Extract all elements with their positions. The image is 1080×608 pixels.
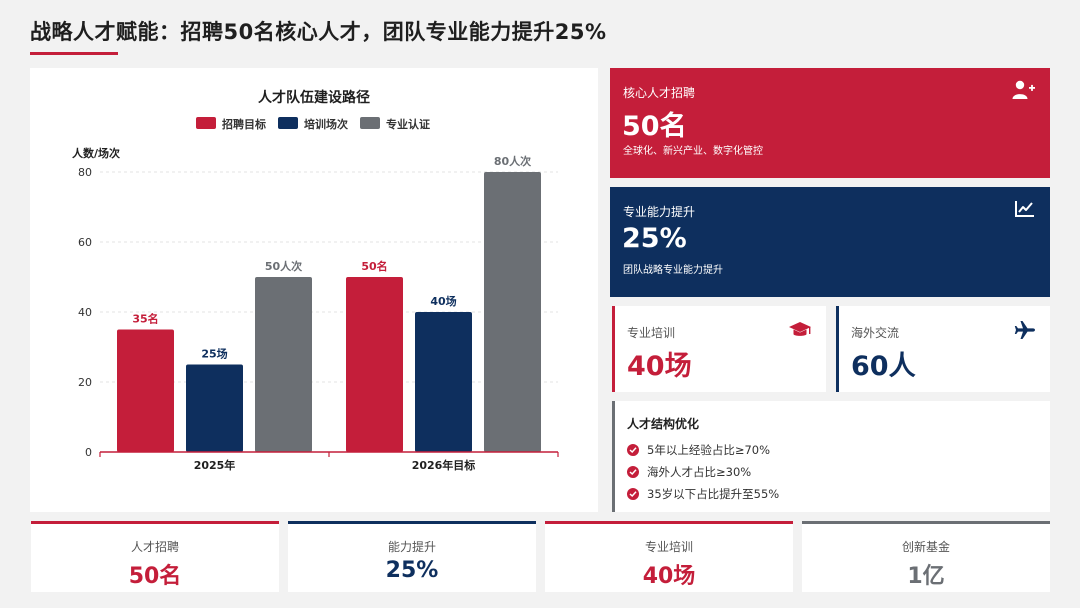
list-item: 海外人才占比≥30%	[627, 461, 779, 483]
bar-data-label: 50名	[361, 259, 387, 273]
bar	[117, 329, 174, 452]
card-training-label: 专业培训	[627, 326, 676, 340]
bottom-card-value: 40场	[642, 564, 696, 589]
page-title: 战略人才赋能：招聘50名核心人才，团队专业能力提升25%	[30, 20, 607, 44]
card-core-recruit-label: 核心人才招聘	[623, 86, 696, 100]
graduation-cap-icon	[788, 320, 812, 344]
bar-data-label: 35名	[132, 312, 158, 326]
structure-title: 人才结构优化	[627, 417, 700, 431]
add-user-icon	[1012, 80, 1036, 104]
bar	[255, 277, 312, 452]
structure-list: 5年以上经验占比≥70% 海外人才占比≥30% 35岁以下占比提升至55%	[627, 439, 779, 505]
list-item: 35岁以下占比提升至55%	[627, 483, 779, 505]
card-training: 专业培训 40场	[612, 306, 826, 392]
bottom-card-label: 人才招聘	[130, 540, 179, 554]
bottom-card-label: 能力提升	[387, 540, 436, 554]
card-core-recruit-value: 50名	[622, 111, 687, 142]
y-tick-label: 0	[85, 446, 92, 459]
card-overseas-value: 60人	[851, 351, 916, 382]
legend-label: 专业认证	[386, 117, 430, 131]
y-tick-label: 80	[78, 166, 92, 179]
card-training-value: 40场	[627, 351, 692, 382]
card-ability-desc: 团队战略专业能力提升	[623, 265, 723, 276]
y-tick-label: 40	[78, 306, 92, 319]
legend-label: 培训场次	[304, 117, 348, 131]
bottom-card-ability: 能力提升 25%	[288, 521, 536, 592]
list-item: 5年以上经验占比≥70%	[627, 439, 779, 461]
legend-swatch	[196, 117, 216, 129]
y-tick-label: 60	[78, 236, 92, 249]
card-structure: 人才结构优化 5年以上经验占比≥70% 海外人才占比≥30% 35岁以下占比提升…	[612, 401, 1050, 512]
card-ability-label: 专业能力提升	[623, 205, 696, 219]
chart-grid: 0 20 40 60 80	[78, 166, 558, 459]
check-circle-icon	[627, 488, 639, 500]
structure-item-text: 5年以上经验占比≥70%	[647, 443, 771, 457]
chart-title: 人才队伍建设路径	[258, 89, 370, 106]
card-ability-value: 25%	[622, 223, 687, 254]
bottom-card-value: 50名	[128, 564, 182, 589]
bottom-card-fund: 创新基金 1亿	[802, 521, 1050, 592]
chart-axes: 2025年 2026年目标	[99, 451, 559, 472]
y-axis-label: 人数/场次	[72, 146, 120, 160]
bar-data-label: 25场	[201, 347, 227, 361]
bar	[484, 172, 541, 452]
bottom-card-training: 专业培训 40场	[545, 521, 793, 592]
bar	[186, 364, 243, 452]
legend-swatch	[360, 117, 380, 129]
chart-legend: 招聘目标 培训场次 专业认证	[196, 117, 430, 131]
bottom-card-label: 专业培训	[644, 540, 693, 554]
check-circle-icon	[627, 466, 639, 478]
bar-data-label: 80人次	[494, 154, 531, 168]
title-underline	[30, 52, 118, 55]
chart-bars: 35名 25场 50人次 50名 40场 80人次	[117, 154, 541, 452]
bottom-card-label: 创新基金	[901, 540, 950, 554]
card-ability: 专业能力提升 25% 团队战略专业能力提升	[610, 187, 1050, 297]
bar	[415, 312, 472, 452]
airplane-icon	[1014, 320, 1036, 344]
chart-panel: 人才队伍建设路径 招聘目标 培训场次 专业认证 人数/场次 0 20 40 60 80 35…	[30, 68, 598, 512]
x-tick-label: 2026年目标	[412, 458, 476, 472]
structure-item-text: 35岁以下占比提升至55%	[647, 487, 780, 501]
bar-chart: 人才队伍建设路径 招聘目标 培训场次 专业认证 人数/场次 0 20 40 60 80 35…	[72, 89, 559, 472]
card-overseas-label: 海外交流	[851, 326, 900, 340]
bottom-card-recruit: 人才招聘 50名	[31, 521, 279, 592]
y-tick-label: 20	[78, 376, 92, 389]
bar	[346, 277, 403, 452]
card-overseas: 海外交流 60人	[836, 306, 1050, 392]
card-core-recruit-desc: 全球化、新兴产业、数字化管控	[623, 146, 763, 157]
bar-data-label: 50人次	[265, 259, 302, 273]
x-tick-label: 2025年	[194, 458, 236, 472]
line-chart-icon	[1014, 199, 1036, 223]
legend-swatch	[278, 117, 298, 129]
bar-data-label: 40场	[430, 294, 456, 308]
check-circle-icon	[627, 444, 639, 456]
bottom-card-value: 1亿	[907, 564, 945, 589]
legend-label: 招聘目标	[222, 117, 266, 131]
bottom-card-value: 25%	[385, 558, 439, 583]
structure-item-text: 海外人才占比≥30%	[647, 465, 752, 479]
card-core-recruit: 核心人才招聘 50名 全球化、新兴产业、数字化管控	[610, 68, 1050, 178]
